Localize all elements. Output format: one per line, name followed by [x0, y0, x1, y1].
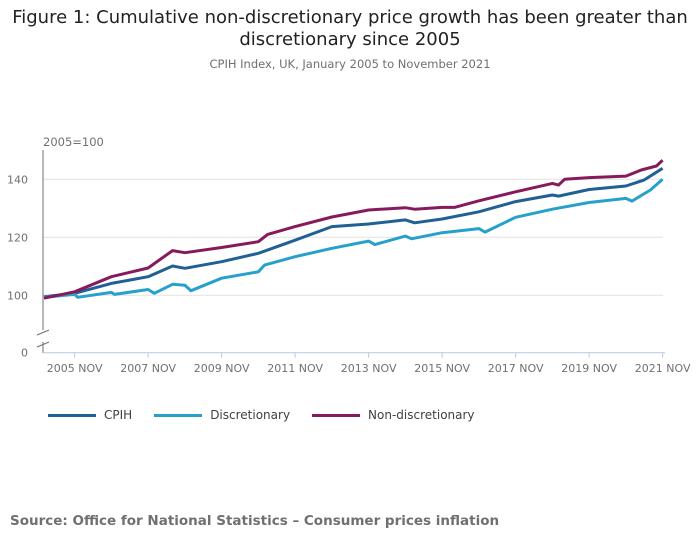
legend-swatch	[312, 413, 361, 417]
y-tick-label: 100	[7, 289, 28, 302]
y-axis-label: 2005=100	[43, 135, 104, 149]
x-tick-label: 2017 NOV	[488, 362, 544, 375]
series-line-non-discretionary	[43, 159, 664, 300]
x-tick-label: 2007 NOV	[120, 362, 176, 375]
x-tick-label: 2013 NOV	[341, 362, 397, 375]
axis-break-mark	[36, 329, 50, 336]
axis-break-mark	[36, 341, 50, 348]
y-tick-label: 120	[7, 231, 28, 244]
legend-item: Discretionary	[154, 408, 290, 422]
legend-label: Non-discretionary	[368, 408, 475, 422]
legend-swatch	[48, 413, 96, 417]
y-tick-label: 140	[7, 173, 28, 186]
legend-swatch	[154, 413, 203, 417]
source-note: Source: Office for National Statistics –…	[10, 513, 500, 529]
line-chart: 0 100 120 140 2005=100 2005 NOV 2007 NOV 2009 N…	[7, 135, 691, 375]
legend: CPIH Discretionary Non-discretionary	[48, 408, 497, 422]
x-tick-label: 2011 NOV	[267, 362, 323, 375]
x-tick-label: 2015 NOV	[414, 362, 470, 375]
series-line-discretionary	[43, 178, 664, 299]
x-tick-label: 2009 NOV	[194, 362, 250, 375]
legend-label: CPIH	[104, 408, 133, 422]
legend-item: Non-discretionary	[312, 408, 475, 422]
x-tick-label: 2019 NOV	[561, 362, 617, 375]
chart-title: Figure 1: Cumulative non-discretionary p…	[12, 7, 688, 50]
x-tick-label: 2021 NOV	[635, 362, 691, 375]
legend-label: Discretionary	[210, 408, 291, 422]
chart-subtitle: CPIH Index, UK, January 2005 to November…	[209, 57, 491, 71]
y-tick-label: 0	[21, 347, 28, 360]
series-line-cpih	[43, 167, 664, 299]
legend-item: CPIH	[48, 408, 132, 422]
x-tick-label: 2005 NOV	[47, 362, 103, 375]
